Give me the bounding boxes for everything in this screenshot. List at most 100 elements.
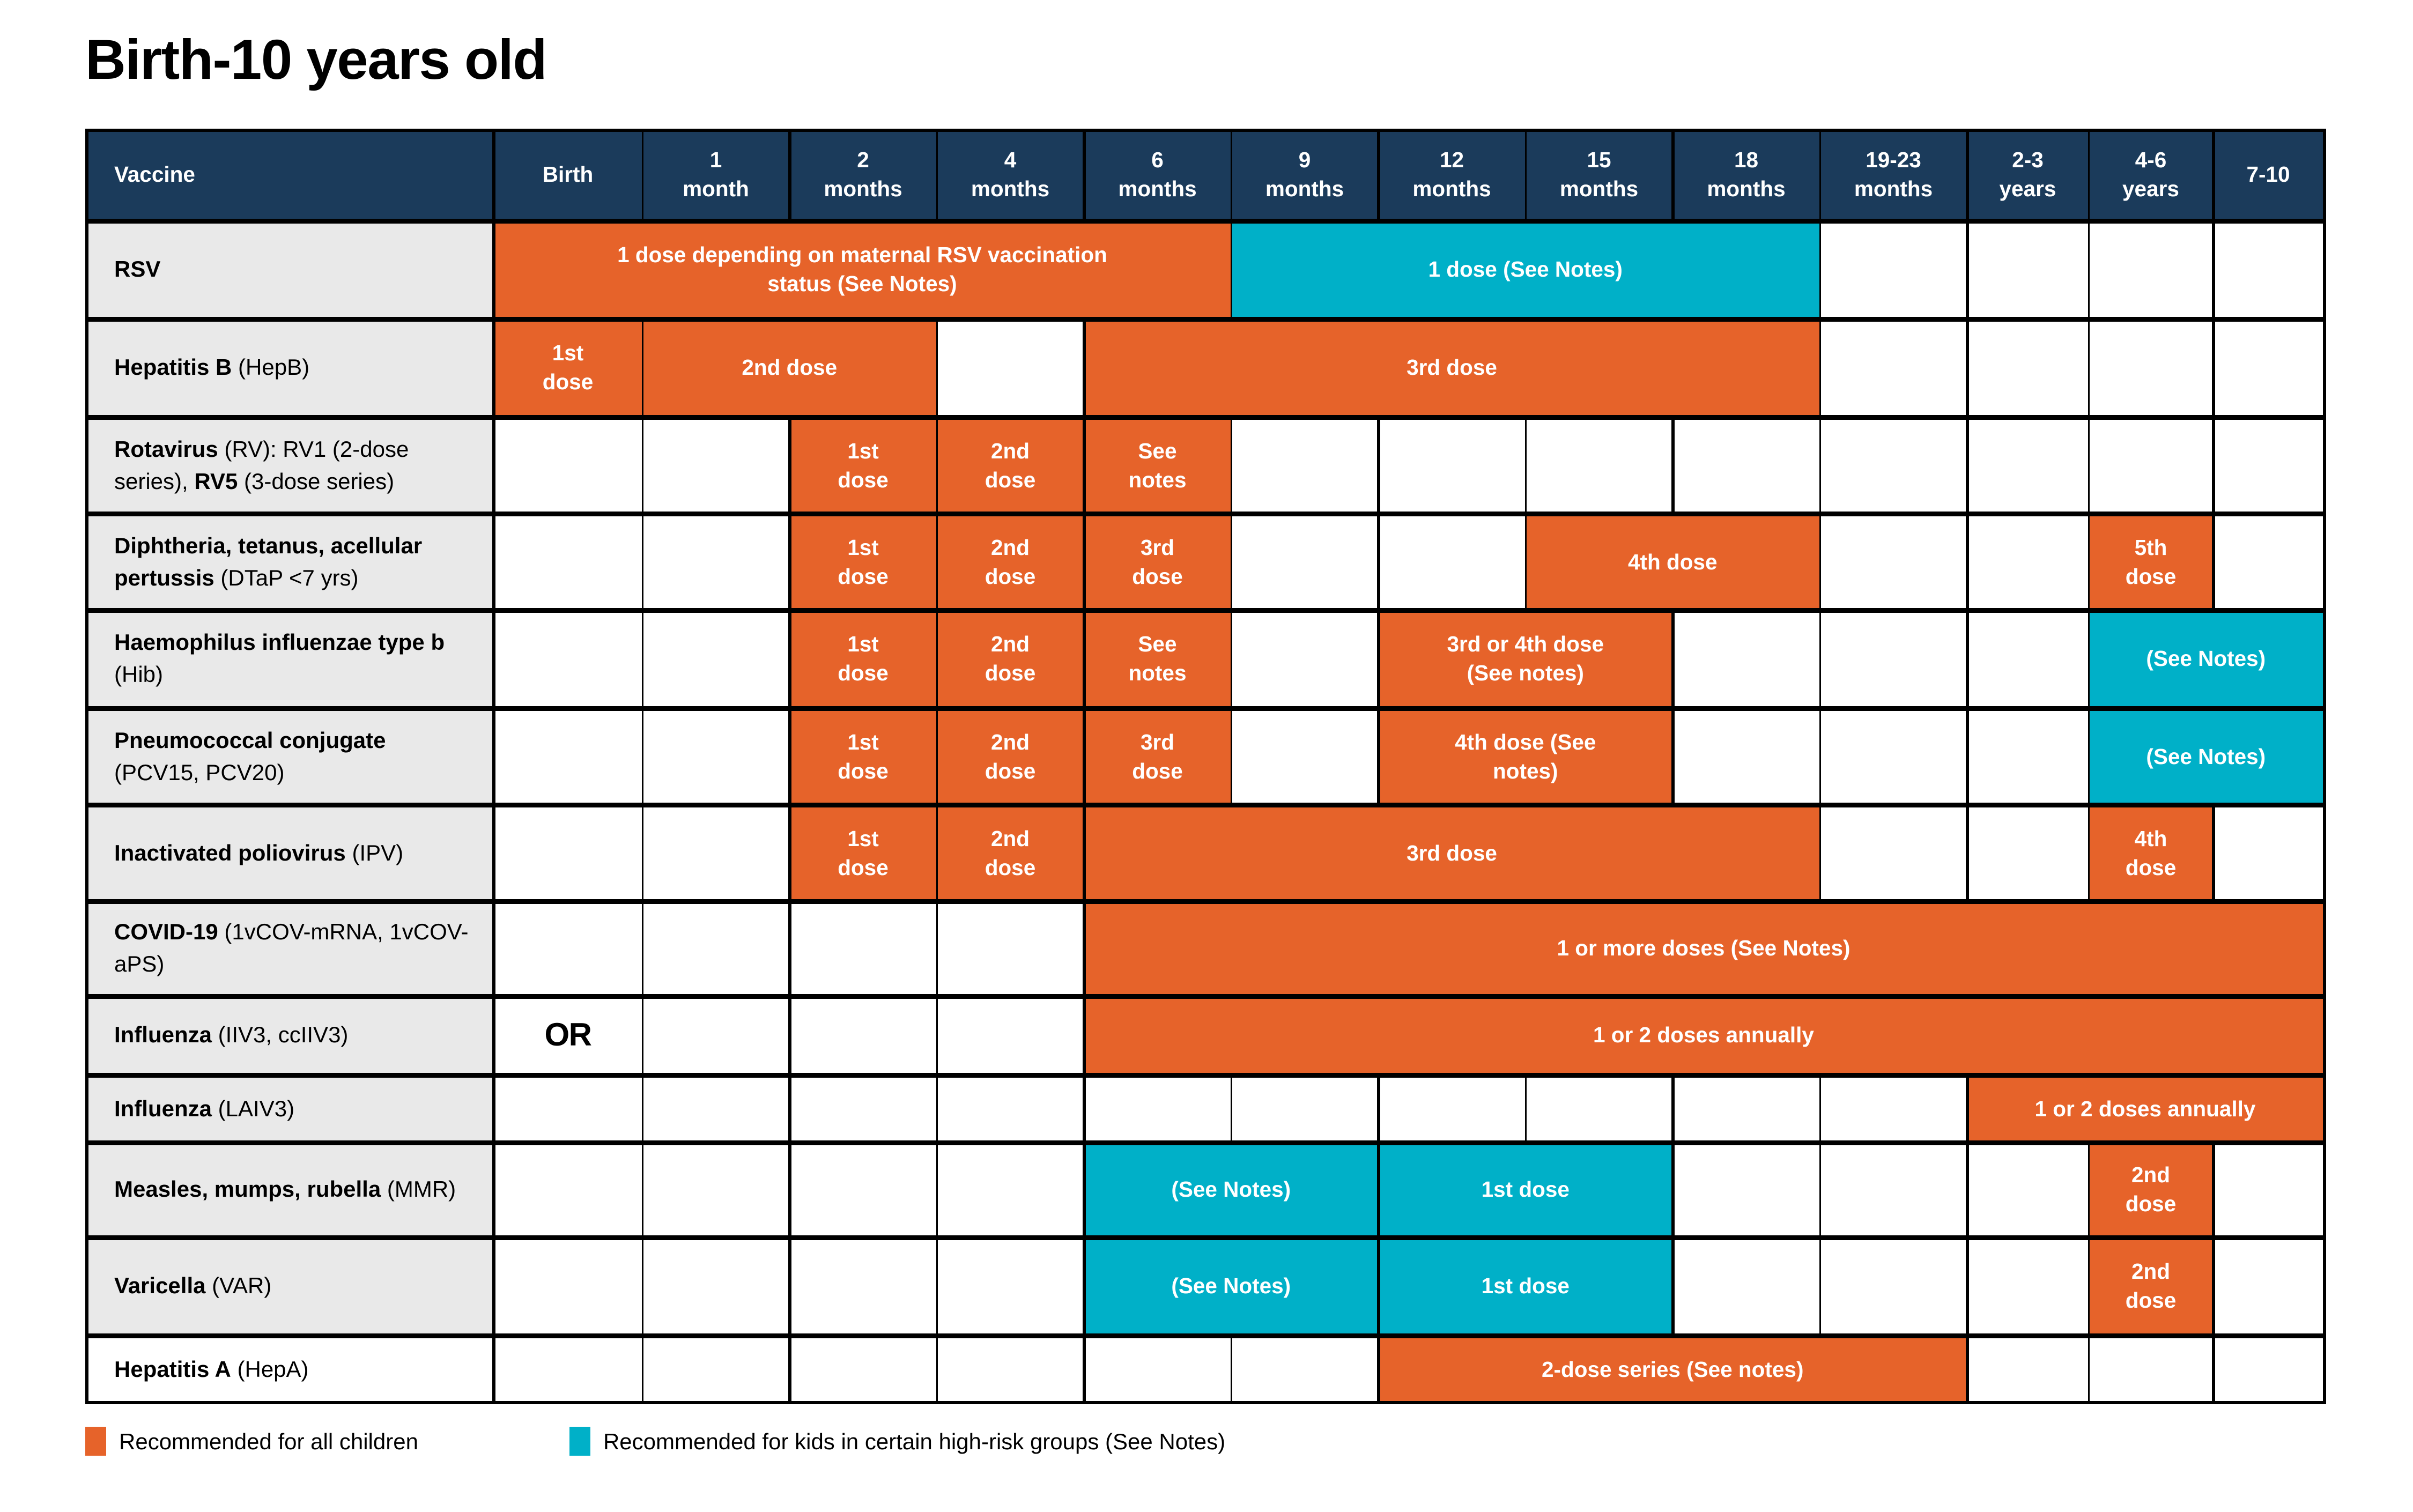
empty-cell (2090, 420, 2212, 512)
dose-cell-orange: 2nd dose (643, 322, 936, 415)
empty-cell (1968, 711, 2088, 803)
vaccine-name: Hepatitis A (HepA) (88, 1338, 492, 1401)
empty-cell (494, 1338, 641, 1401)
empty-cell (1232, 420, 1377, 512)
empty-cell (643, 904, 788, 994)
dose-cell-orange: 2nd dose (938, 807, 1083, 899)
empty-cell (643, 1240, 788, 1333)
dose-cell-orange: 1st dose (790, 420, 936, 512)
dose-cell-orange: 2nd dose (2090, 1240, 2212, 1333)
vaccine-name: Rotavirus (RV): RV1 (2-dose series), RV5… (88, 420, 492, 512)
dose-cell-orange: 2nd dose (938, 711, 1083, 803)
empty-cell (1968, 420, 2088, 512)
empty-cell (1232, 516, 1377, 608)
empty-cell (1968, 1145, 2088, 1235)
vaccine-row-dtap: Diphtheria, tetanus, acellular pertussis… (88, 516, 2323, 608)
or-label: OR (494, 999, 641, 1073)
dose-cell-orange: See notes (1085, 613, 1230, 706)
dose-cell-orange: 1 dose depending on maternal RSV vaccina… (494, 224, 1230, 317)
empty-cell (1821, 807, 1966, 899)
vaccine-row-mmr: Measles, mumps, rubella (MMR) (See Notes… (88, 1145, 2323, 1235)
empty-cell (1674, 1145, 1819, 1235)
column-header-4-months: 4 months (938, 132, 1083, 219)
dose-cell-orange: 3rd dose (1085, 711, 1230, 803)
empty-cell (790, 1145, 936, 1235)
empty-cell (494, 1240, 641, 1333)
dose-cell-orange: 1st dose (790, 807, 936, 899)
dose-cell-orange: 2nd dose (938, 516, 1083, 608)
dose-cell-orange: 2-dose series (See notes) (1379, 1338, 1966, 1401)
empty-cell (1527, 1078, 1671, 1140)
column-header-1-month: 1 month (643, 132, 788, 219)
dose-cell-orange: 1st dose (790, 516, 936, 608)
dose-cell-teal: (See Notes) (1085, 1145, 1377, 1235)
dose-cell-orange: 1st dose (494, 322, 641, 415)
dose-cell-teal: (See Notes) (2090, 613, 2322, 706)
schedule-table: Vaccine Birth 1 month 2 months 4 months … (85, 129, 2326, 1404)
dose-cell-orange: 3rd dose (1085, 807, 1819, 899)
empty-cell (1821, 1078, 1966, 1140)
empty-cell (1968, 224, 2088, 317)
dose-cell-orange: 5th dose (2090, 516, 2212, 608)
empty-cell (1821, 1145, 1966, 1235)
empty-cell (1821, 613, 1966, 706)
empty-cell (1674, 1078, 1819, 1140)
column-header-7-10: 7-10 (2214, 132, 2322, 219)
dose-cell-orange: 3rd or 4th dose (See notes) (1379, 613, 1671, 706)
vaccine-row-rsv: RSV 1 dose depending on maternal RSV vac… (88, 224, 2323, 317)
empty-cell (1968, 1240, 2088, 1333)
dose-cell-teal: 1st dose (1379, 1145, 1671, 1235)
dose-cell-teal: 1st dose (1379, 1240, 1671, 1333)
vaccine-row-covid19: COVID-19 (1vCOV-mRNA, 1vCOV-aPS) 1 or mo… (88, 904, 2323, 994)
dose-cell-orange: 4th dose (See notes) (1379, 711, 1671, 803)
vaccine-name: Hepatitis B (HepB) (88, 322, 492, 415)
empty-cell (1821, 224, 1966, 317)
empty-cell (494, 516, 641, 608)
empty-cell (1821, 516, 1966, 608)
empty-cell (643, 1338, 788, 1401)
legend-item-high-risk: Recommended for kids in certain high-ris… (569, 1427, 1225, 1456)
empty-cell (1968, 516, 2088, 608)
empty-cell (1674, 711, 1819, 803)
dose-cell-orange: 1 or 2 doses annually (1085, 999, 2322, 1073)
empty-cell (2214, 224, 2322, 317)
empty-cell (1527, 420, 1671, 512)
vaccine-row-hib: Haemophilus influenzae type b (Hib) 1st … (88, 613, 2323, 706)
dose-cell-orange: 4th dose (1527, 516, 1819, 608)
dose-cell-orange: 1 or 2 doses annually (1968, 1078, 2322, 1140)
empty-cell (938, 1338, 1083, 1401)
vaccine-name: COVID-19 (1vCOV-mRNA, 1vCOV-aPS) (88, 904, 492, 994)
vaccine-row-varicella: Varicella (VAR) (See Notes) 1st dose 2nd… (88, 1240, 2323, 1333)
vaccine-name: RSV (88, 224, 492, 317)
empty-cell (494, 1145, 641, 1235)
column-header-19-23-months: 19-23 months (1821, 132, 1966, 219)
column-header-15-months: 15 months (1527, 132, 1671, 219)
vaccine-name: Influenza (IIV3, ccIIV3) (88, 999, 492, 1073)
empty-cell (2214, 322, 2322, 415)
empty-cell (1232, 613, 1377, 706)
empty-cell (1821, 322, 1966, 415)
empty-cell (1968, 1338, 2088, 1401)
dose-cell-orange: 1 or more doses (See Notes) (1085, 904, 2322, 994)
empty-cell (1968, 613, 2088, 706)
empty-cell (643, 807, 788, 899)
empty-cell (790, 1078, 936, 1140)
empty-cell (494, 807, 641, 899)
empty-cell (2214, 807, 2322, 899)
empty-cell (790, 904, 936, 994)
vaccine-row-influenza-iiv3: Influenza (IIV3, ccIIV3) OR 1 or 2 doses… (88, 999, 2323, 1073)
column-header-2-months: 2 months (790, 132, 936, 219)
empty-cell (2214, 420, 2322, 512)
header-row: Vaccine Birth 1 month 2 months 4 months … (88, 132, 2323, 219)
vaccine-row-rotavirus: Rotavirus (RV): RV1 (2-dose series), RV5… (88, 420, 2323, 512)
empty-cell (643, 1145, 788, 1235)
empty-cell (1968, 322, 2088, 415)
empty-cell (2090, 224, 2212, 317)
empty-cell (643, 420, 788, 512)
empty-cell (2214, 1240, 2322, 1333)
empty-cell (790, 999, 936, 1073)
column-header-18-months: 18 months (1674, 132, 1819, 219)
empty-cell (1232, 1338, 1377, 1401)
dose-cell-teal: 1 dose (See Notes) (1232, 224, 1819, 317)
